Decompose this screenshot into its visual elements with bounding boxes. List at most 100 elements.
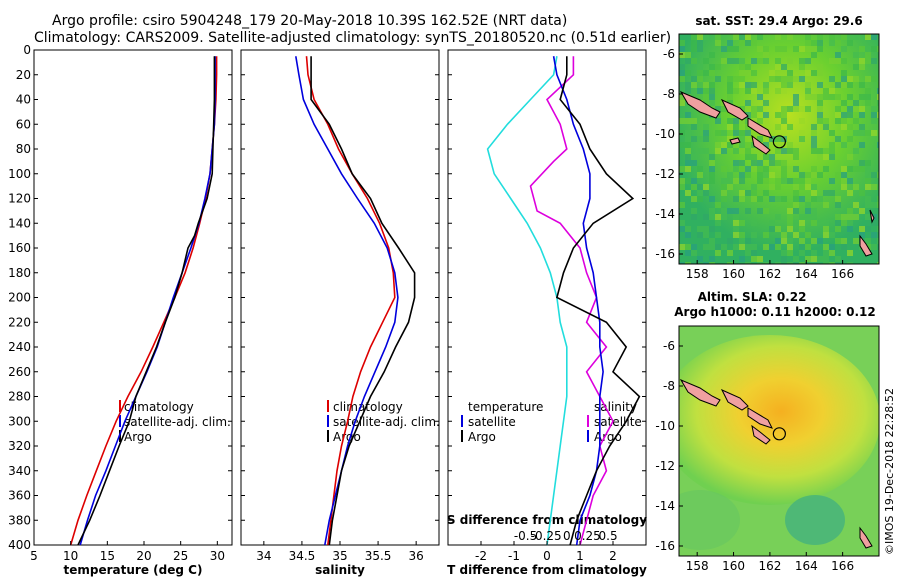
sst-pixel (775, 226, 781, 232)
sst-pixel (859, 166, 865, 172)
sst-pixel (811, 172, 817, 178)
sla-map-ticks: 158 160 162 164 166 -6 -8 -10 -12 -14 -16 (655, 339, 854, 573)
sst-pixel (781, 160, 787, 166)
sst-pixel (817, 154, 823, 160)
sst-pixel (739, 118, 745, 124)
sst-pixel (793, 256, 799, 262)
sst-pixel (787, 250, 793, 256)
sst-pixel (823, 232, 829, 238)
sst-pixel (793, 196, 799, 202)
temperature-tick-label: 30 (210, 549, 225, 563)
sst-pixel (859, 160, 865, 166)
sst-pixel (841, 34, 847, 40)
sst-pixel (721, 214, 727, 220)
sst-pixel (781, 178, 787, 184)
t-difference-tick-label: -1 (508, 549, 520, 563)
sst-pixel (745, 100, 751, 106)
sst-pixel (877, 238, 879, 244)
sst-pixel (817, 82, 823, 88)
sst-pixel (715, 148, 721, 154)
depth-tick-label: 140 (8, 216, 31, 230)
sst-pixel (853, 166, 859, 172)
sst-pixel (781, 88, 787, 94)
sst-pixel (805, 256, 811, 262)
salinity-legend: climatology satellite-adj. clim. Argo (327, 400, 440, 444)
sst-pixel (697, 232, 703, 238)
island-shape (869, 209, 875, 224)
sst-pixel (739, 142, 745, 148)
sst-pixel (685, 160, 691, 166)
sst-pixel (841, 142, 847, 148)
sst-pixel (685, 250, 691, 256)
sst-pixel (811, 238, 817, 244)
sst-pixel (811, 208, 817, 214)
sst-pixel (703, 214, 709, 220)
sst-pixel (805, 172, 811, 178)
sst-pixel (745, 190, 751, 196)
sst-pixel (763, 58, 769, 64)
sst-pixel (787, 226, 793, 232)
sst-pixel (805, 244, 811, 250)
sst-pixel (811, 52, 817, 58)
sst-pixel (865, 130, 871, 136)
sst-pixel (691, 34, 697, 40)
legend-temp-argo: Argo (468, 430, 496, 444)
map-lon-tick-label: 160 (722, 267, 745, 281)
sst-pixel (709, 238, 715, 244)
sst-pixel (739, 160, 745, 166)
sst-pixel (763, 172, 769, 178)
s-difference-xlabel: S difference from climatology (447, 513, 647, 527)
sst-pixel (811, 196, 817, 202)
sst-pixel (853, 64, 859, 70)
sst-pixel (835, 94, 841, 100)
sst-pixel (805, 94, 811, 100)
sst-pixel (751, 256, 757, 262)
sst-pixel (793, 154, 799, 160)
sst-pixel (679, 220, 685, 226)
sst-pixel (697, 76, 703, 82)
sst-pixel (685, 58, 691, 64)
sst-pixel (787, 202, 793, 208)
sst-pixel (721, 148, 727, 154)
legend-sal-satellite: satellite (594, 415, 642, 429)
sst-pixel (727, 58, 733, 64)
sst-pixel (751, 58, 757, 64)
sst-pixel (775, 196, 781, 202)
sst-pixel (781, 46, 787, 52)
sst-pixel (829, 94, 835, 100)
sst-pixel (709, 64, 715, 70)
sst-pixel (805, 82, 811, 88)
sst-pixel (817, 70, 823, 76)
sst-pixel (715, 232, 721, 238)
sst-pixel (829, 34, 835, 40)
temperature-tick-label: 5 (30, 549, 38, 563)
difference-panel (447, 49, 647, 546)
sst-pixel (811, 166, 817, 172)
sst-pixel (823, 256, 829, 262)
sst-pixel (703, 148, 709, 154)
sst-pixel (871, 220, 877, 226)
sst-pixel (703, 184, 709, 190)
sst-pixel (727, 238, 733, 244)
sst-pixel (847, 82, 853, 88)
sst-pixel (799, 136, 805, 142)
map-lat-tick-label: -8 (663, 87, 675, 101)
s-difference-tick-label: 0.5 (599, 529, 618, 543)
sst-pixel (679, 64, 685, 70)
sst-pixel (871, 34, 877, 40)
sst-pixel (751, 112, 757, 118)
sst-pixel (871, 172, 877, 178)
sst-pixel (823, 220, 829, 226)
sst-pixel (865, 34, 871, 40)
map-lon-tick-label: 162 (758, 559, 781, 573)
sst-pixel (727, 142, 733, 148)
sst-pixel (679, 76, 685, 82)
depth-tick-label: 340 (8, 464, 31, 478)
temperature-axes-frame (33, 49, 233, 546)
sst-pixel (799, 58, 805, 64)
sst-pixel (691, 118, 697, 124)
sst-pixel (823, 118, 829, 124)
sst-pixel (757, 46, 763, 52)
sst-pixel (811, 70, 817, 76)
sla-low-patch (785, 495, 845, 545)
